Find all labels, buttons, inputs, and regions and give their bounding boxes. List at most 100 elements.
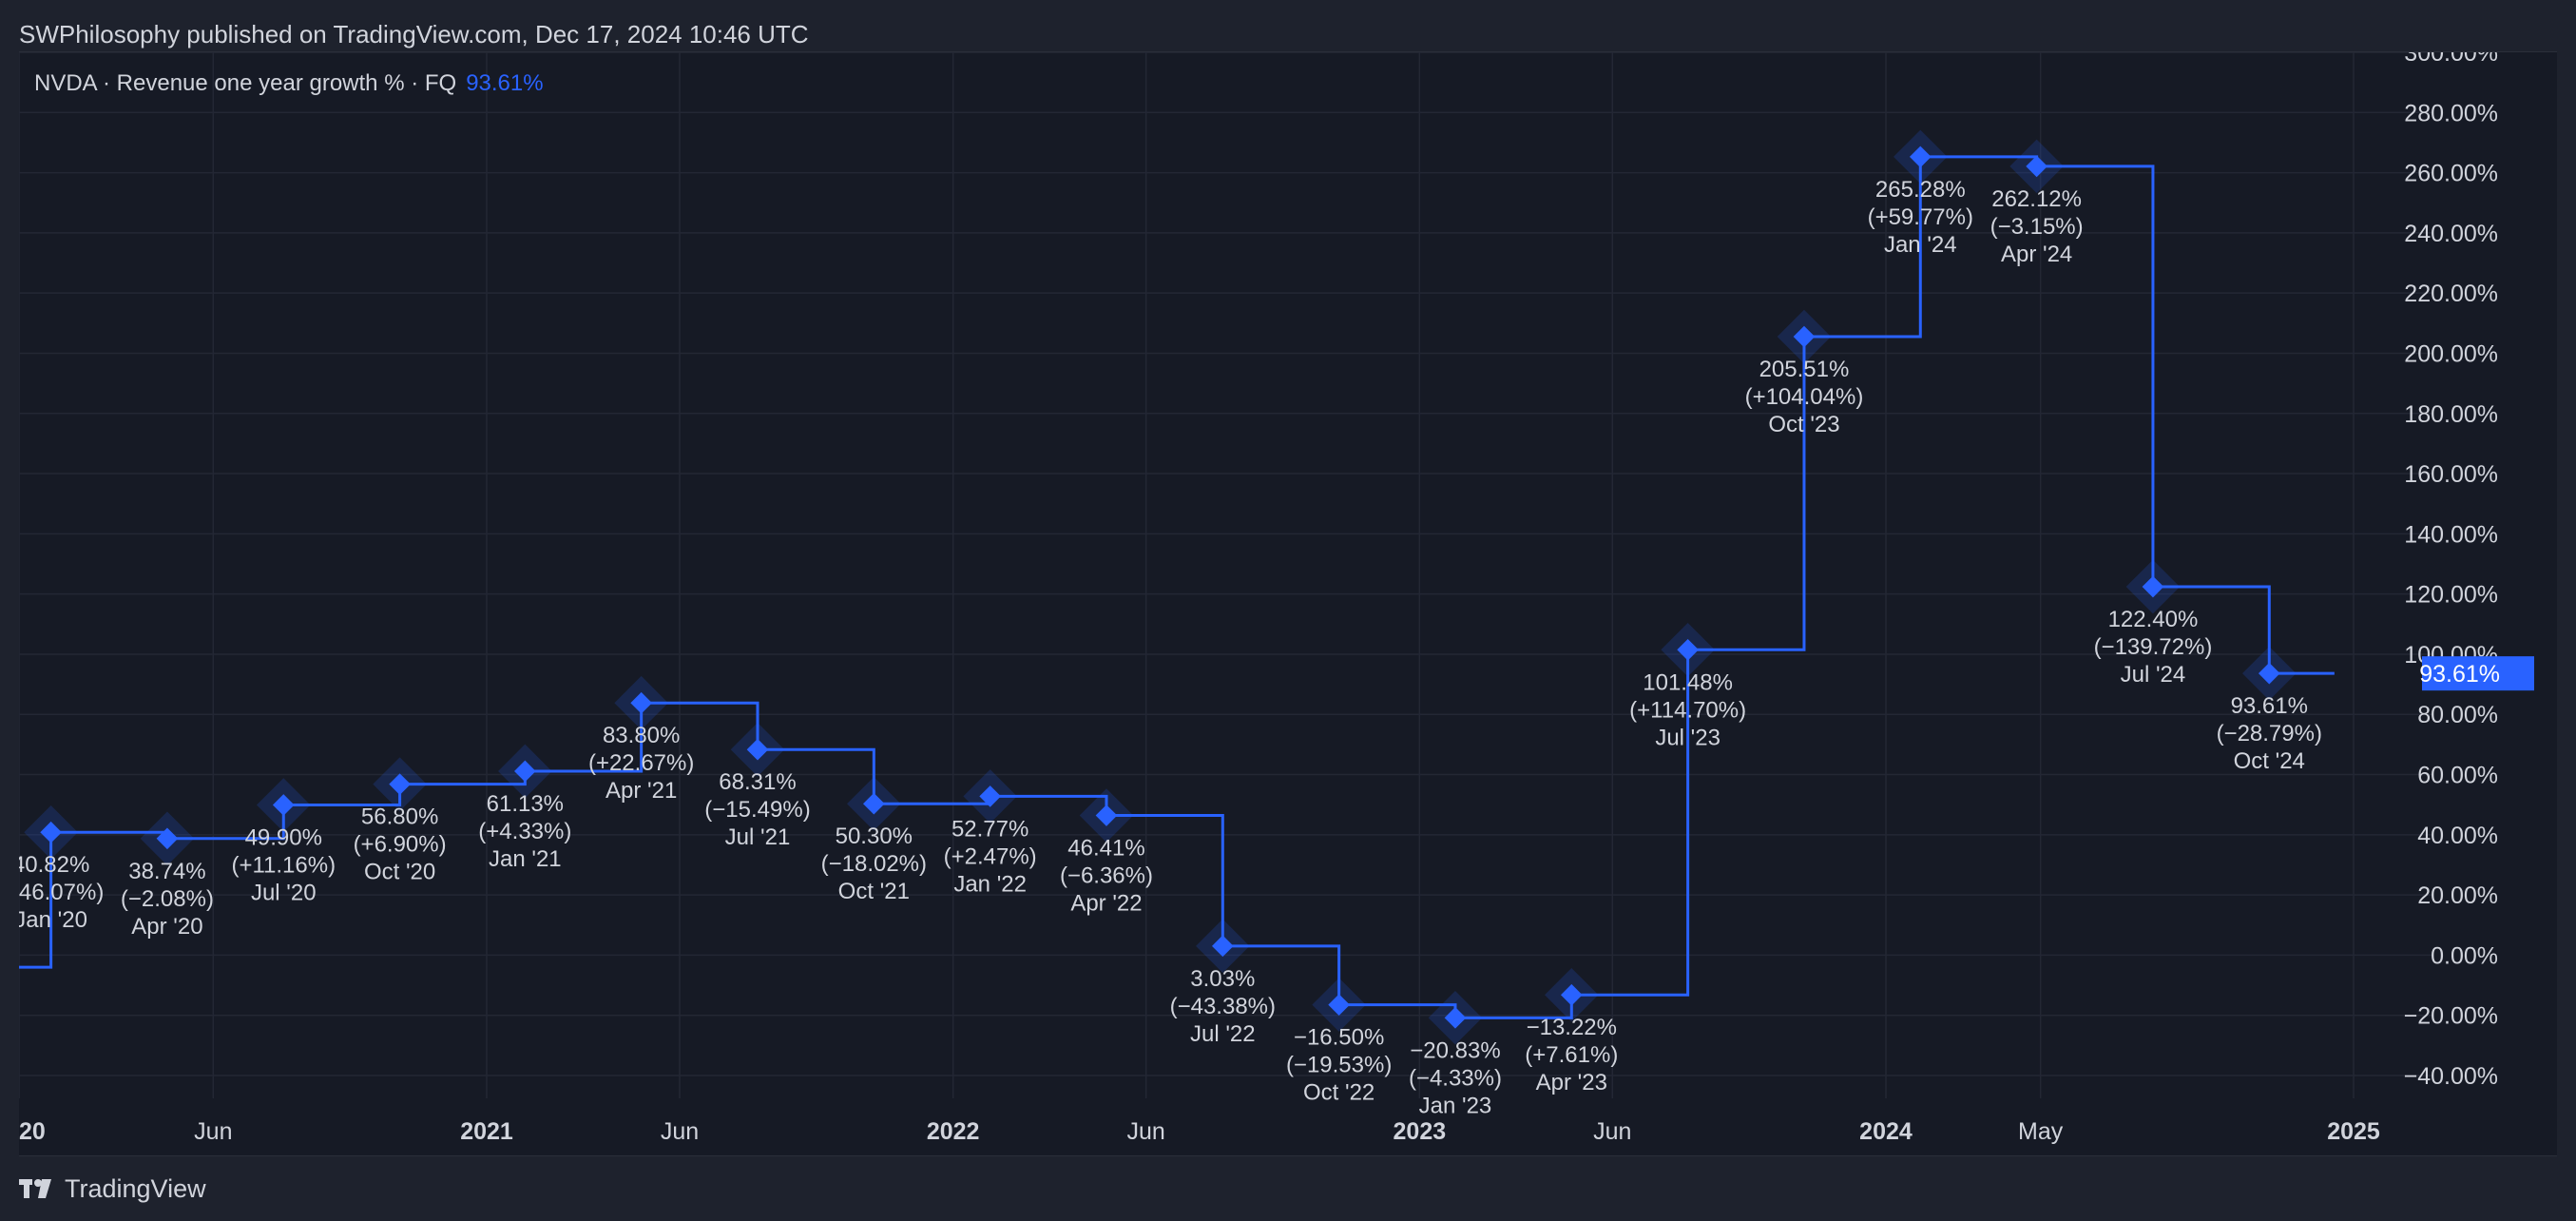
data-label-value: 205.51%	[1759, 357, 1850, 382]
y-tick-label: 140.00%	[2404, 521, 2498, 548]
y-tick-label: 300.00%	[2404, 52, 2498, 67]
y-tick-label: 240.00%	[2404, 221, 2498, 247]
data-label-value: 50.30%	[836, 824, 913, 849]
data-points	[24, 129, 2297, 1045]
series-line	[19, 155, 2335, 1019]
y-tick-label: −40.00%	[2404, 1063, 2498, 1090]
data-labels: 40.82%(+46.07%)Jan '2038.74%(−2.08%)Apr …	[19, 177, 2322, 1118]
data-label-value: 101.48%	[1643, 669, 1733, 695]
data-point-marker[interactable]	[630, 691, 652, 714]
x-tick-label: 2021	[460, 1118, 513, 1145]
data-point-marker[interactable]	[2258, 662, 2280, 685]
data-label-period: Jan '21	[489, 846, 562, 872]
data-label-period: Apr '22	[1070, 891, 1142, 917]
data-label-value: 265.28%	[1875, 177, 1966, 203]
data-label-value: 83.80%	[603, 723, 680, 748]
x-tick-label: May	[2018, 1118, 2064, 1145]
data-label-period: Oct '22	[1303, 1080, 1375, 1106]
data-label-period: Apr '23	[1536, 1070, 1607, 1095]
data-point-marker[interactable]	[1095, 804, 1118, 826]
data-label-period: Jul '21	[725, 824, 791, 850]
data-label-value: 61.13%	[487, 791, 564, 817]
data-label-change: (+104.04%)	[1745, 384, 1864, 410]
y-tick-label: 180.00%	[2404, 401, 2498, 428]
data-point-marker[interactable]	[1211, 935, 1234, 958]
data-label-period: Apr '21	[606, 778, 677, 804]
data-point-marker[interactable]	[389, 773, 411, 795]
y-tick-label: 220.00%	[2404, 281, 2498, 307]
data-label-period: Jan '23	[1419, 1093, 1492, 1118]
data-label-period: Oct '24	[2234, 748, 2305, 774]
last-value-badge: 93.61%	[2419, 656, 2534, 691]
data-label-value: 38.74%	[128, 859, 205, 884]
x-tick-label: Jun	[1593, 1118, 1631, 1145]
chart-area[interactable]: 40.82%(+46.07%)Jan '2038.74%(−2.08%)Apr …	[19, 51, 2557, 1156]
y-axis: 300.00% 280.00% 260.00% 240.00% 220.00% 200.0…	[2404, 52, 2498, 1090]
x-axis: 2020 Jun 2021 Jun 2022 Jun 2023 Jun 2024 May 2025	[19, 1118, 2380, 1145]
data-label-change: (+7.61%)	[1525, 1042, 1618, 1068]
x-tick-label: Jun	[194, 1118, 232, 1145]
data-label-period: Jul '23	[1655, 725, 1721, 750]
data-label-change: (−139.72%)	[2094, 634, 2213, 660]
series-step-line[interactable]	[19, 155, 2335, 1019]
data-label-value: 46.41%	[1067, 836, 1144, 862]
data-point-marker[interactable]	[1793, 325, 1816, 348]
data-point-marker[interactable]	[272, 794, 295, 816]
x-tick-label: 2025	[2327, 1118, 2380, 1145]
growth-step-chart[interactable]: 40.82%(+46.07%)Jan '2038.74%(−2.08%)Apr …	[19, 52, 2557, 1155]
data-label-period: Jul '22	[1190, 1021, 1256, 1047]
data-point-marker[interactable]	[979, 785, 1001, 807]
x-tick-label: 2023	[1394, 1118, 1447, 1145]
data-point-marker[interactable]	[514, 760, 536, 783]
data-label-change: (+6.90%)	[354, 832, 447, 858]
data-label-value: 49.90%	[245, 824, 322, 850]
data-point-marker[interactable]	[1444, 1007, 1467, 1029]
y-tick-label: 0.00%	[2431, 942, 2498, 969]
x-tick-label: Jun	[1126, 1118, 1164, 1145]
y-tick-label: 280.00%	[2404, 100, 2498, 126]
last-value-badge-bg	[2422, 656, 2534, 691]
data-label-change: (+59.77%)	[1868, 204, 1973, 230]
data-label-change: (−3.15%)	[1990, 214, 2084, 240]
legend-value: 93.61%	[466, 70, 544, 96]
data-point-marker[interactable]	[1328, 994, 1350, 1016]
grid-lines	[19, 52, 2433, 1098]
data-label-value: 93.61%	[2231, 693, 2308, 719]
data-label-change: (−2.08%)	[121, 886, 214, 912]
data-label-change: (−28.79%)	[2217, 721, 2322, 746]
series-legend[interactable]: NVDA · Revenue one year growth % · FQ 93.…	[34, 67, 544, 101]
data-label-change: (+22.67%)	[588, 750, 694, 776]
data-label-period: Jul '24	[2121, 662, 2186, 688]
y-tick-label: 260.00%	[2404, 161, 2498, 187]
x-tick-label: 2024	[1859, 1118, 1913, 1145]
y-tick-label: 20.00%	[2417, 882, 2498, 909]
data-label-value: 262.12%	[1991, 186, 2082, 212]
y-tick-label: 160.00%	[2404, 461, 2498, 488]
data-point-marker[interactable]	[2026, 155, 2047, 178]
legend-text: NVDA · Revenue one year growth % · FQ	[34, 70, 457, 96]
data-label-change: (+4.33%)	[478, 819, 571, 844]
footer-brand[interactable]: TradingView	[19, 1170, 206, 1208]
data-label-value: −20.83%	[1410, 1037, 1500, 1063]
data-point-marker[interactable]	[746, 738, 769, 761]
data-point-marker[interactable]	[2142, 575, 2164, 598]
data-label-change: (+2.47%)	[944, 843, 1037, 869]
data-label-period: Jul '20	[251, 880, 317, 905]
data-label-period: Apr '20	[131, 914, 202, 940]
y-tick-label: 120.00%	[2404, 582, 2498, 609]
last-value-badge-text: 93.61%	[2419, 661, 2500, 688]
data-label-period: Oct '21	[838, 879, 910, 904]
data-label-change: (+46.07%)	[19, 880, 104, 905]
data-label-value: 40.82%	[19, 852, 89, 878]
y-tick-label: −20.00%	[2404, 1003, 2498, 1030]
y-tick-label: 40.00%	[2417, 823, 2498, 849]
data-label-period: Apr '24	[2001, 242, 2072, 267]
data-label-period: Jan '22	[953, 871, 1027, 897]
data-label-period: Oct '20	[364, 860, 435, 885]
data-label-change: (−6.36%)	[1060, 863, 1153, 889]
data-point-marker[interactable]	[1560, 983, 1583, 1006]
data-point-marker[interactable]	[1677, 638, 1699, 661]
x-tick-label: Jun	[661, 1118, 699, 1145]
data-point-marker[interactable]	[863, 792, 885, 815]
data-label-change: (−15.49%)	[704, 797, 810, 823]
